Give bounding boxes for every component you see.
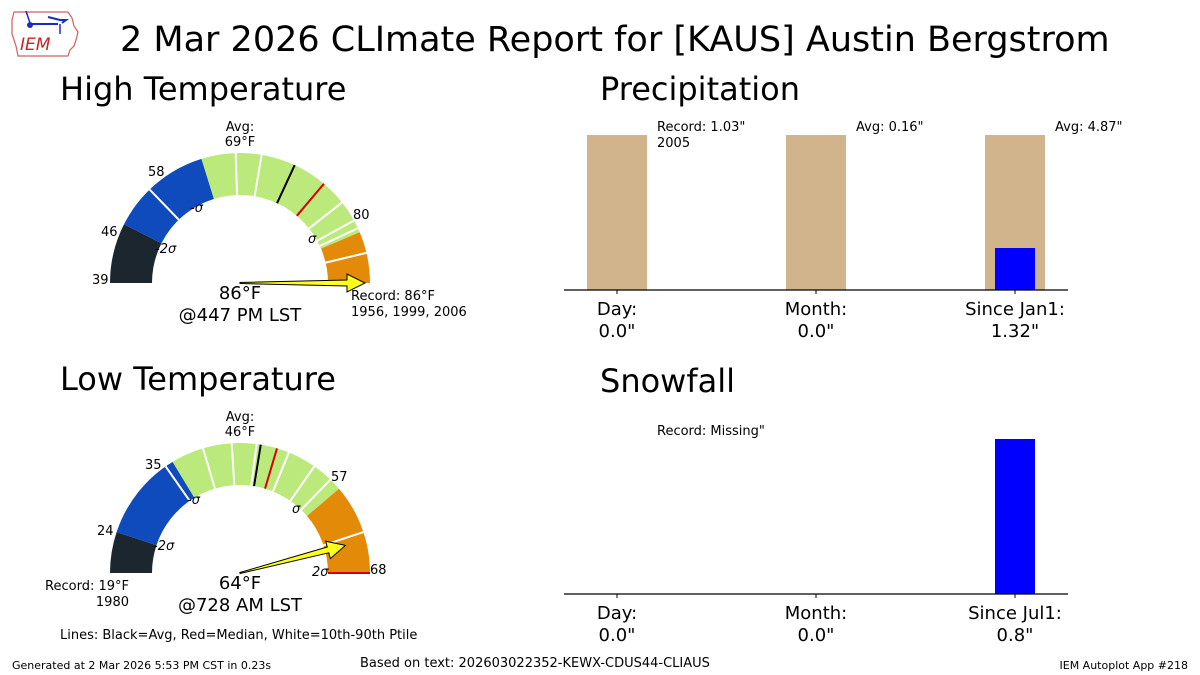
bar-annotation: Avg: 0.16" xyxy=(856,120,924,135)
high-temp-gauge: Avg: 69°F 39 46 58 80 -2σ -σ σ 86°F@447 PM LST Rec… xyxy=(92,120,467,326)
category-label: Since Jul1: xyxy=(968,603,1062,624)
logo-text: IEM xyxy=(20,35,51,55)
sigma-label: -σ xyxy=(187,493,201,508)
percentile-line xyxy=(253,154,263,197)
percentile-line xyxy=(164,465,191,502)
observed-bar xyxy=(995,439,1035,594)
observed-arrow xyxy=(239,273,367,293)
category-value: 0.0" xyxy=(599,321,636,342)
sigma-label: σ xyxy=(308,232,317,247)
iem-logo: IEM xyxy=(8,6,84,60)
percentile-line xyxy=(325,251,367,264)
gauge-band xyxy=(116,461,195,546)
bar-annotation: Record: 1.03" 2005 xyxy=(657,120,745,151)
gauge-tick-label: 46 xyxy=(101,225,118,240)
category-value: 0.0" xyxy=(599,625,636,646)
median-line xyxy=(296,183,325,217)
lines-legend-note: Lines: Black=Avg, Red=Median, White=10th… xyxy=(60,628,418,643)
percentile-line xyxy=(250,443,258,486)
observed-time: @447 PM LST xyxy=(179,305,303,326)
snowfall-bar-chart: Day:0.0"Record: Missing"Month:0.0"Since … xyxy=(564,424,1068,646)
precip-title: Precipitation xyxy=(600,70,801,108)
gauge-tick-label: 80 xyxy=(353,208,370,223)
observed-value: 64°F xyxy=(219,573,261,594)
category-value: 1.32" xyxy=(991,321,1039,342)
gauge-tick-label: 57 xyxy=(331,470,348,485)
gauge-band xyxy=(110,224,162,283)
category-label: Month: xyxy=(785,603,847,624)
category-label: Day: xyxy=(597,299,637,320)
gauge-band xyxy=(123,158,214,244)
gauge-band xyxy=(307,488,370,573)
percentile-line xyxy=(308,201,343,230)
precip-bar-chart: Day:0.0"Record: 1.03" 2005Month:0.0"Avg: … xyxy=(564,120,1123,342)
low-temp-gauge: Avg: 46°F 24 35 57 68 -2σ -σ σ 2σ 64°F@728 AM LST R… xyxy=(45,410,387,616)
bar-annotation: Record: Missing" xyxy=(657,424,765,439)
gauge-band xyxy=(110,532,157,573)
observed-bar xyxy=(995,247,1035,290)
low-temp-title: Low Temperature xyxy=(60,360,336,398)
avg-label: Avg: 46°F xyxy=(225,410,256,440)
sigma-label: 2σ xyxy=(312,565,329,580)
category-label: Day: xyxy=(597,603,637,624)
reference-bar xyxy=(587,135,647,290)
avg-line xyxy=(253,444,262,487)
percentile-line xyxy=(234,153,239,196)
gauge-tick-label: 68 xyxy=(370,563,387,578)
sigma-label: -2σ xyxy=(153,539,175,554)
observed-time: @728 AM LST xyxy=(178,595,303,616)
source-text-id: Based on text: 202603022352-KEWX-CDUS44-… xyxy=(360,656,710,671)
category-value: 0.0" xyxy=(798,321,835,342)
high-temp-title: High Temperature xyxy=(60,70,347,108)
category-value: 0.0" xyxy=(798,625,835,646)
percentile-line xyxy=(319,227,359,247)
page-title: 2 Mar 2026 CLImate Report for [KAUS] Aus… xyxy=(120,20,1110,60)
snowfall-title: Snowfall xyxy=(600,362,735,400)
gauge-tick-label: 39 xyxy=(92,273,109,288)
gauge-band xyxy=(201,153,360,249)
bar-annotation: Avg: 4.87" xyxy=(1055,120,1123,135)
sigma-label: -2σ xyxy=(155,242,177,257)
category-value: 0.8" xyxy=(997,625,1034,646)
sigma-label: -σ xyxy=(190,201,204,216)
percentile-line xyxy=(148,188,180,221)
record-label: Record: 19°F 1980 xyxy=(45,579,129,610)
avg-label: Avg: 69°F xyxy=(225,120,256,150)
percentile-line xyxy=(289,465,316,502)
gauge-tick-label: 24 xyxy=(97,524,114,539)
category-label: Month: xyxy=(785,299,847,320)
category-label: Since Jan1: xyxy=(965,299,1065,320)
reference-bar xyxy=(786,135,846,290)
percentile-line xyxy=(316,219,355,242)
observed-arrow xyxy=(239,540,347,575)
percentile-line xyxy=(202,448,216,489)
gauge-tick-label: 58 xyxy=(148,165,165,180)
app-id: IEM Autoplot App #218 xyxy=(1059,659,1189,672)
observed-value: 86°F xyxy=(219,283,261,304)
percentile-line xyxy=(272,452,290,492)
avg-line xyxy=(276,164,296,204)
median-line xyxy=(264,448,278,489)
record-label: Record: 86°F 1956, 1999, 2006 xyxy=(351,289,467,320)
gauge-tick-label: 35 xyxy=(145,458,162,473)
sigma-label: σ xyxy=(292,502,301,517)
generated-timestamp: Generated at 2 Mar 2026 5:53 PM CST in 0… xyxy=(12,659,272,672)
percentile-line xyxy=(230,443,236,486)
percentile-line xyxy=(300,478,332,511)
